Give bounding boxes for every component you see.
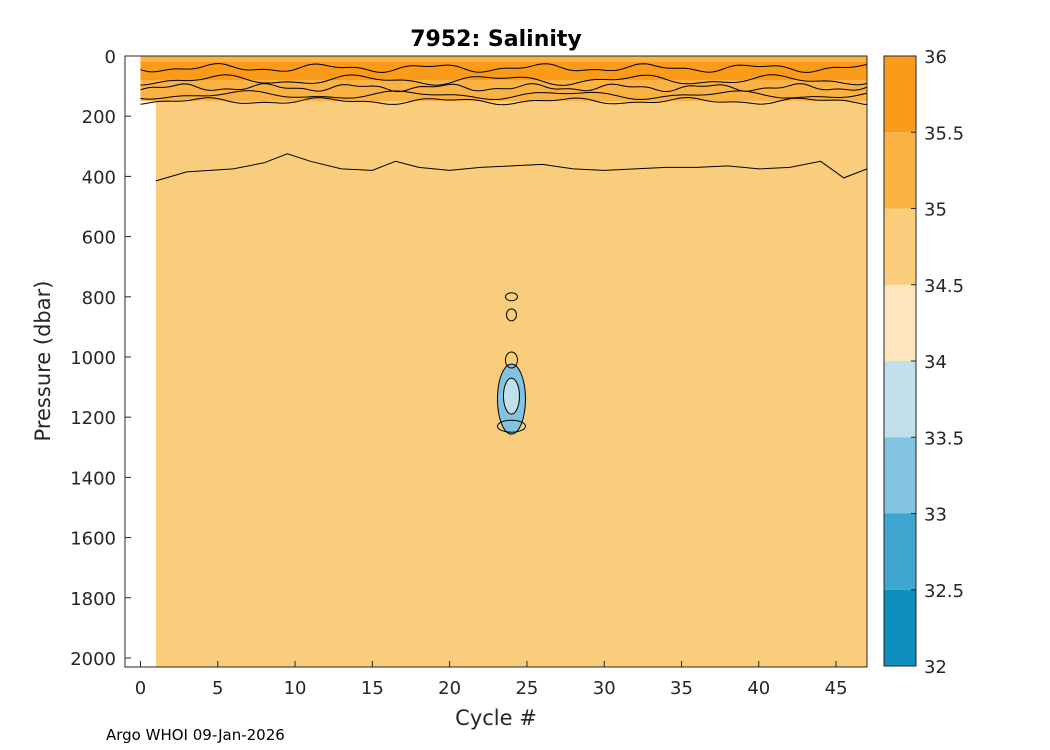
salinity-band-0 <box>155 56 867 667</box>
x-tick-label: 5 <box>212 678 223 699</box>
x-tick-label: 25 <box>515 678 538 699</box>
colorbar-tick-label: 32.5 <box>924 581 964 602</box>
colorbar-tick-label: 33 <box>924 505 947 526</box>
x-tick-label: 45 <box>825 678 848 699</box>
x-axis-ticks: 0 5 10 15 20 25 30 35 40 45 <box>135 661 848 699</box>
colorbar-tick-label: 33.5 <box>924 428 964 449</box>
colorbar-tick-label: 32 <box>924 657 947 678</box>
chart-title: 7952: Salinity <box>410 27 582 52</box>
colorbar-tick-label: 35 <box>924 200 947 221</box>
colorbar-tick-label: 35.5 <box>924 123 964 144</box>
contour-line-35 <box>155 153 868 182</box>
y-tick-label: 800 <box>82 288 116 309</box>
colorbar-level <box>884 589 916 666</box>
y-tick-label: 400 <box>82 167 116 188</box>
x-tick-label: 35 <box>670 678 693 699</box>
x-tick-label: 20 <box>438 678 461 699</box>
y-axis-ticks: 0 200 400 600 800 1000 1200 1400 1600 1800 2000 <box>70 47 131 670</box>
x-tick-label: 15 <box>361 678 384 699</box>
y-tick-label: 600 <box>82 228 116 249</box>
colorbar-level <box>884 132 916 209</box>
y-tick-label: 1400 <box>70 468 116 489</box>
x-tick-label: 0 <box>135 678 146 699</box>
plot-area <box>124 55 868 668</box>
colorbar-tick-label: 34.5 <box>924 276 964 297</box>
plot-frame <box>124 55 868 668</box>
y-tick-label: 0 <box>105 47 116 68</box>
y-tick-label: 1000 <box>70 348 116 369</box>
colorbar-level <box>884 361 916 438</box>
y-axis-label: Pressure (dbar) <box>31 281 55 442</box>
x-tick-label: 40 <box>747 678 770 699</box>
colorbar-level <box>884 513 916 590</box>
colorbar-level <box>884 437 916 514</box>
upper-contour-line-1 <box>140 74 868 86</box>
footer-stamp: Argo WHOI 09-Jan-2026 <box>106 726 285 744</box>
y-tick-label: 1800 <box>70 589 116 610</box>
anomaly-contour-1 <box>505 308 517 322</box>
y-tick-label: 2000 <box>70 649 116 670</box>
colorbar-level <box>884 56 916 133</box>
colorbar-tick-label: 34 <box>924 352 947 373</box>
y-tick-label: 200 <box>82 107 116 128</box>
colorbar-level <box>884 284 916 361</box>
upper-contour-line-0 <box>140 62 868 73</box>
x-tick-label: 30 <box>593 678 616 699</box>
colorbar-tick-label: 36 <box>924 47 947 68</box>
x-tick-label: 10 <box>284 678 307 699</box>
salinity-band-2 <box>140 62 868 81</box>
anomaly-core <box>502 377 520 415</box>
anomaly-contour-0 <box>504 292 518 302</box>
colorbar: 32 32.5 33 33.5 34 34.5 35 35.5 36 <box>883 47 964 678</box>
x-axis-label: Cycle # <box>455 706 537 730</box>
anomaly-contour-2 <box>504 351 518 369</box>
colorbar-level <box>884 208 916 285</box>
upper-contour-line-4 <box>140 97 868 106</box>
y-tick-label: 1600 <box>70 529 116 550</box>
y-tick-label: 1200 <box>70 408 116 429</box>
anomaly-contour-3 <box>496 419 526 433</box>
upper-contour-line-3 <box>140 90 868 101</box>
